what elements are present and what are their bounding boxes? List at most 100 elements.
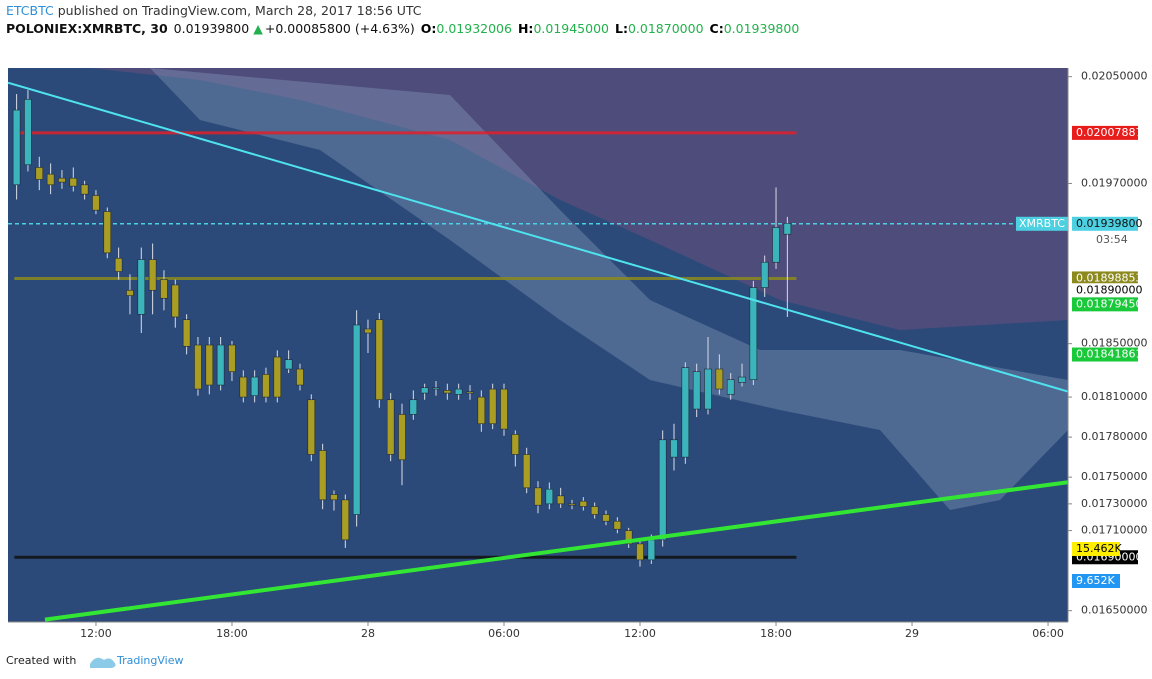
candle-body [12, 109, 21, 186]
candle-body [80, 184, 89, 195]
candle-body [375, 319, 384, 401]
x-tick-label: 28 [361, 627, 375, 640]
brand: TradingView [116, 654, 183, 667]
volume-tag-bg [1072, 542, 1120, 556]
candle-body [239, 376, 248, 398]
candle-body [352, 324, 361, 515]
o-label: O: [421, 21, 437, 36]
candle-body [432, 387, 440, 390]
candle-body [670, 439, 678, 458]
arrow: ▲ [253, 21, 263, 36]
candle-body [704, 368, 712, 410]
candle-body [364, 328, 372, 334]
candle-body [647, 539, 656, 561]
volume-tag: 9.652K [1076, 574, 1115, 587]
last: 0.01939800 [174, 21, 250, 36]
y-tick-label: 0.01750000 [1081, 470, 1147, 483]
candle-body [636, 543, 644, 561]
candle-body [92, 195, 100, 211]
price-tag: 0.01879450 [1076, 297, 1142, 310]
candle-body [182, 319, 191, 347]
candle-body [760, 261, 769, 288]
x-tick-label: 06:00 [1032, 627, 1064, 640]
candle-body [772, 227, 780, 263]
c-label: C: [710, 21, 724, 36]
candle-body [171, 284, 180, 318]
price-tag-bg [1072, 297, 1138, 312]
candle-body [69, 177, 78, 187]
price-tag-bg [1072, 347, 1138, 362]
candle-body [24, 99, 32, 166]
candle-body [556, 495, 565, 505]
candle-body [250, 376, 259, 397]
price-tag: 0.01841861 [1076, 348, 1142, 361]
cloud-red [90, 68, 1068, 330]
candle-body [783, 223, 792, 235]
candle-body [205, 344, 214, 386]
h-label: H: [518, 21, 533, 36]
candle-body [568, 503, 576, 506]
candle-body [511, 434, 520, 455]
candle-body [715, 368, 724, 390]
symbol: ETCBTC [6, 3, 54, 18]
candle-body [228, 344, 236, 372]
candle-body [443, 390, 452, 394]
candle-body [216, 344, 225, 386]
price-tag: 0.01890000 [1076, 283, 1142, 296]
candle-body [148, 259, 157, 291]
candle-body [658, 439, 667, 541]
price-tag: 0.02007887 [1076, 126, 1142, 139]
created-with: Created with [6, 654, 76, 667]
l-label: L: [615, 21, 628, 36]
x-tick-label: 29 [905, 627, 919, 640]
candle-body [137, 259, 146, 315]
publish-line: ETCBTC published on TradingView.com, Mar… [6, 3, 422, 18]
candle-body [500, 388, 508, 430]
candle-body [624, 530, 633, 545]
y-tick-label: 0.01650000 [1081, 604, 1147, 617]
price-tag-bg [1072, 125, 1138, 140]
candle-body [307, 399, 316, 455]
candle-body [545, 488, 554, 505]
candle-body [398, 414, 406, 461]
candle-body [386, 399, 395, 455]
candle-body [46, 173, 55, 186]
x-tick-label: 18:00 [216, 627, 248, 640]
last-price-tag-bg [1072, 216, 1138, 231]
y-tick-label: 0.01970000 [1081, 176, 1147, 189]
y-tick-label: 0.01810000 [1081, 390, 1147, 403]
high: 0.01945000 [533, 21, 609, 36]
candle-body [692, 371, 701, 410]
change: +0.00085800 (+4.63%) [265, 21, 415, 36]
candle-body [318, 450, 327, 501]
candle-body [296, 368, 304, 386]
x-tick-label: 12:00 [624, 627, 656, 640]
symbol-tag: XMRBTC [1019, 217, 1065, 230]
y-tick-label: 0.02050000 [1081, 70, 1147, 83]
candle-body [726, 379, 735, 395]
y-tick-label: 0.01730000 [1081, 497, 1147, 510]
price-tag-bg [1072, 283, 1138, 298]
candle-body [579, 500, 588, 507]
volume-tag: 15.462K [1076, 542, 1122, 555]
low: 0.01870000 [628, 21, 704, 36]
price-axis-bg [1068, 68, 1152, 622]
price-tag: 0.01898853 [1076, 271, 1142, 284]
price-tag-bg [1072, 271, 1138, 286]
trend-line [8, 81, 1068, 393]
candle-body [534, 487, 542, 506]
candle-body [488, 388, 497, 425]
candle-body [409, 399, 418, 415]
candle-body [341, 499, 350, 541]
y-tick-label: 0.01780000 [1081, 430, 1147, 443]
candle-body [284, 359, 293, 370]
ticker: POLONIEX:XMRBTC, 30 [6, 21, 168, 36]
candle-body [114, 257, 123, 272]
candle-body [738, 376, 746, 383]
close: 0.01939800 [724, 21, 800, 36]
volume-tag-bg [1072, 574, 1120, 588]
published: published on TradingView.com, March 28, … [58, 3, 422, 18]
candle-body [262, 374, 270, 398]
